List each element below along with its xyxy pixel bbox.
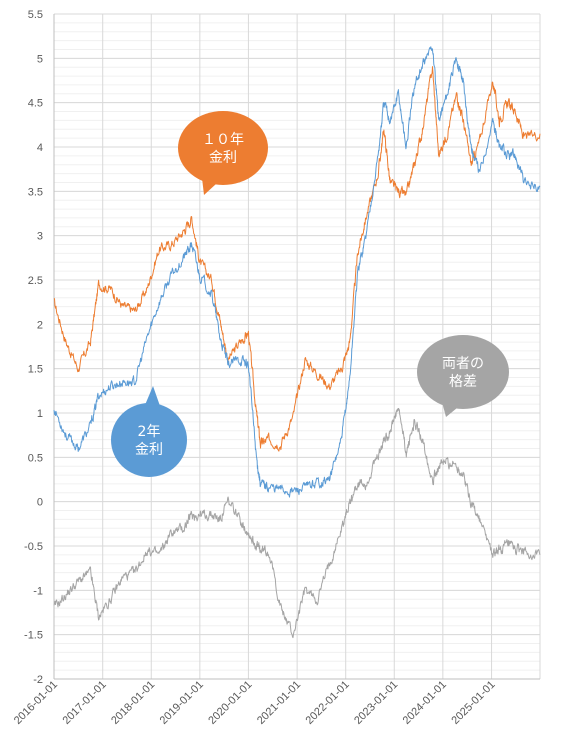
x-tick-label: 2021-01-01 xyxy=(255,679,303,727)
y-axis-tick-labels: 5.5 5 4.5 4 3.5 3 2.5 2 1.5 1 0.5 0 -0.5 -1 -1.5 -2 xyxy=(24,9,43,686)
series-line-spread xyxy=(53,408,541,639)
x-tick-label: 2023-01-01 xyxy=(352,679,400,727)
callout-ellipse xyxy=(417,335,509,409)
y-tick-label: 5 xyxy=(37,53,43,65)
y-tick-label: 0.5 xyxy=(28,452,43,464)
x-tick-label: 2022-01-01 xyxy=(304,679,352,727)
callout-label: 金利 xyxy=(209,150,237,166)
y-tick-label: -0.5 xyxy=(24,541,43,553)
series-lines xyxy=(53,46,541,639)
callout-label: 金利 xyxy=(135,442,163,458)
x-tick-label: 2018-01-01 xyxy=(109,679,157,727)
y-tick-label: 4.5 xyxy=(28,98,43,110)
x-axis-tick-labels: 2016-01-01 2017-01-01 2018-01-01 2019-01-01… xyxy=(12,679,498,727)
series-line-two-year xyxy=(53,46,541,498)
y-tick-label: 1 xyxy=(37,408,43,420)
y-tick-label: 2 xyxy=(37,319,43,331)
callout-ellipse xyxy=(111,403,187,477)
y-tick-label: 5.5 xyxy=(28,9,43,21)
callout-label: 2年 xyxy=(138,424,161,440)
x-tick-label: 2025-01-01 xyxy=(449,679,497,727)
y-tick-label: 3 xyxy=(37,231,43,243)
callout-tail xyxy=(202,178,216,195)
callout-label: 両者の xyxy=(442,356,484,372)
callout-ellipse xyxy=(178,111,268,185)
y-tick-label: 1.5 xyxy=(28,364,43,376)
y-tick-label: 4 xyxy=(37,142,43,154)
callout-label: １０年 xyxy=(202,132,244,148)
x-tick-label: 2017-01-01 xyxy=(61,679,109,727)
y-tick-label: -1.5 xyxy=(24,630,43,642)
y-tick-label: 2.5 xyxy=(28,275,43,287)
callout-tail xyxy=(145,386,160,406)
series-line-ten-year xyxy=(53,66,541,452)
x-tick-label: 2020-01-01 xyxy=(206,679,254,727)
y-tick-label: -1 xyxy=(33,585,43,597)
x-tick-label: 2024-01-01 xyxy=(401,679,449,727)
y-tick-label: 3.5 xyxy=(28,186,43,198)
y-tick-label: 0 xyxy=(37,497,43,509)
x-tick-label: 2019-01-01 xyxy=(158,679,206,727)
y-tick-label: -2 xyxy=(33,674,43,686)
callout-label: 格差 xyxy=(449,374,477,390)
